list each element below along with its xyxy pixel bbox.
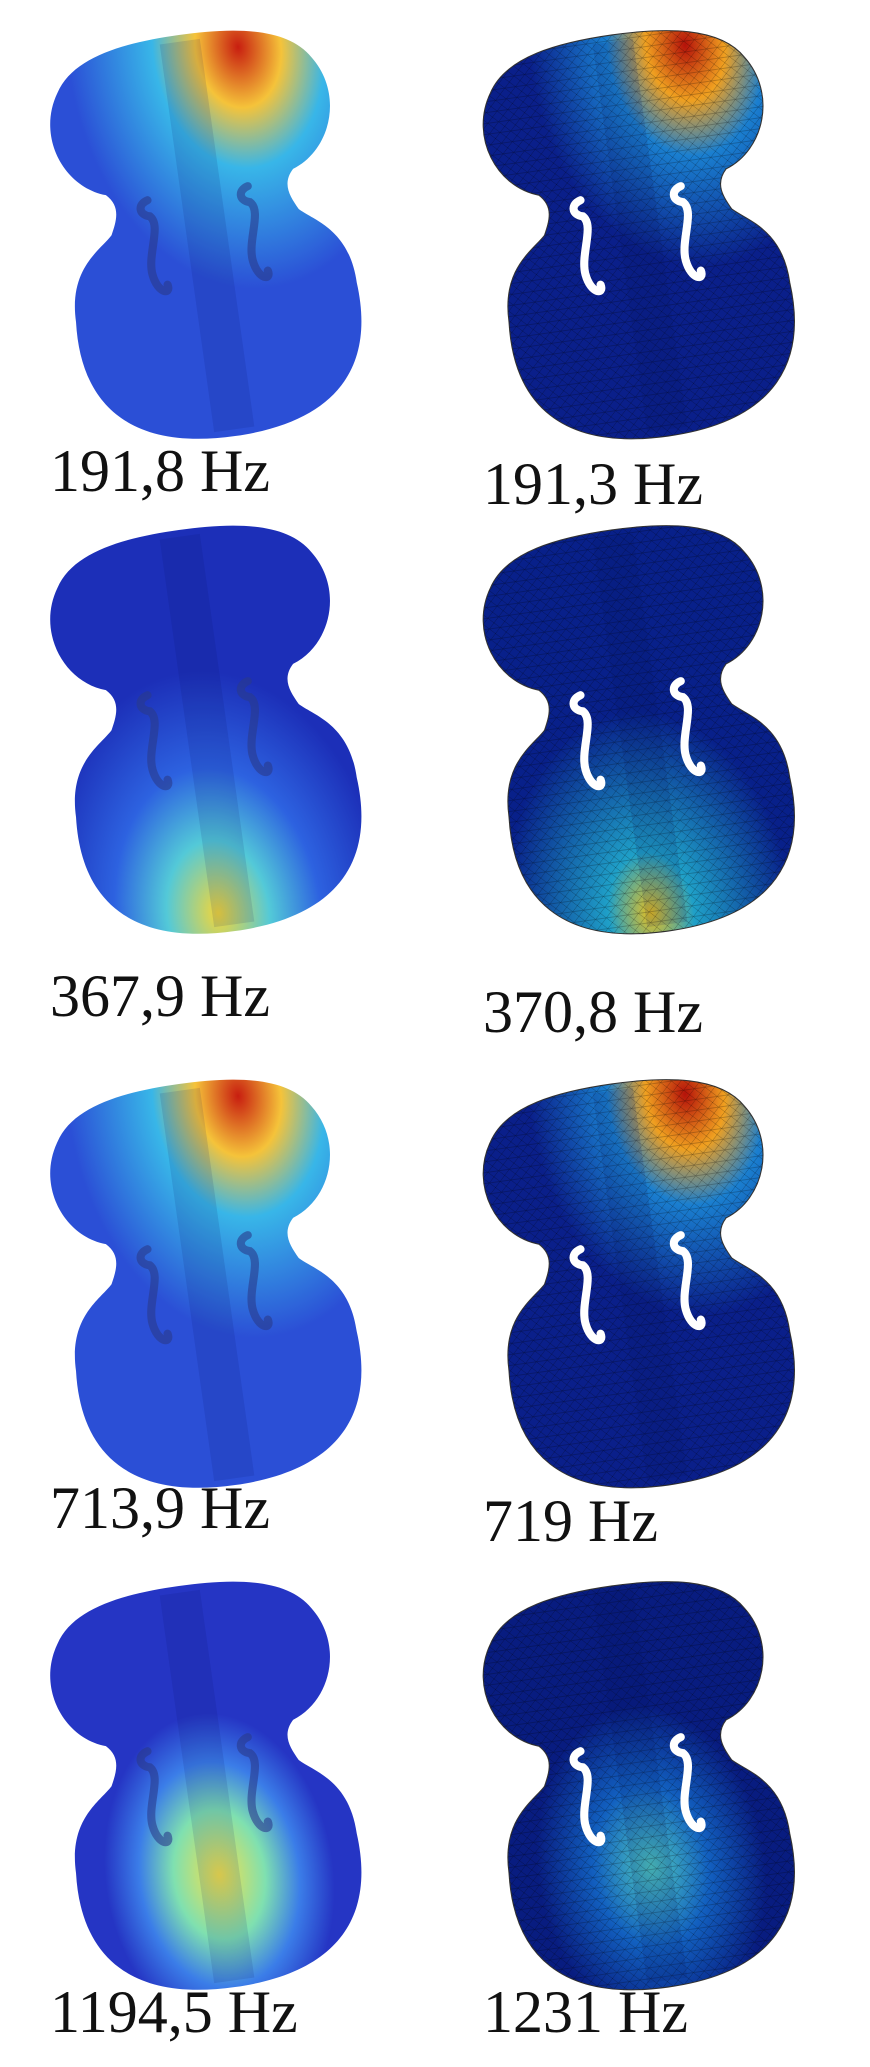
frequency-label: 1194,5 Hz <box>50 1979 298 2045</box>
frequency-label: 191,8 Hz <box>50 438 270 504</box>
frequency-label: 1231 Hz <box>483 1979 688 2045</box>
violin-plot <box>471 1064 810 1505</box>
violin-plot <box>38 15 377 456</box>
violin-plot <box>471 1566 810 2007</box>
violin-plot <box>38 1566 377 2007</box>
frequency-label: 191,3 Hz <box>483 451 703 517</box>
frequency-label: 713,9 Hz <box>50 1475 270 1541</box>
frequency-label: 719 Hz <box>483 1488 658 1554</box>
frequency-label: 370,8 Hz <box>483 979 703 1045</box>
violin-plot <box>38 510 377 951</box>
page: 191,8 Hz 191,3 Hz 367,9 Hz 370,8 Hz 713,9 Hz… <box>0 0 870 2067</box>
figure: 191,8 Hz 191,3 Hz 367,9 Hz 370,8 Hz 713,9 Hz… <box>0 0 870 2067</box>
violin-plot <box>38 1064 377 1505</box>
frequency-label: 367,9 Hz <box>50 963 270 1029</box>
violin-plot <box>471 15 810 456</box>
violin-plot <box>471 510 810 951</box>
